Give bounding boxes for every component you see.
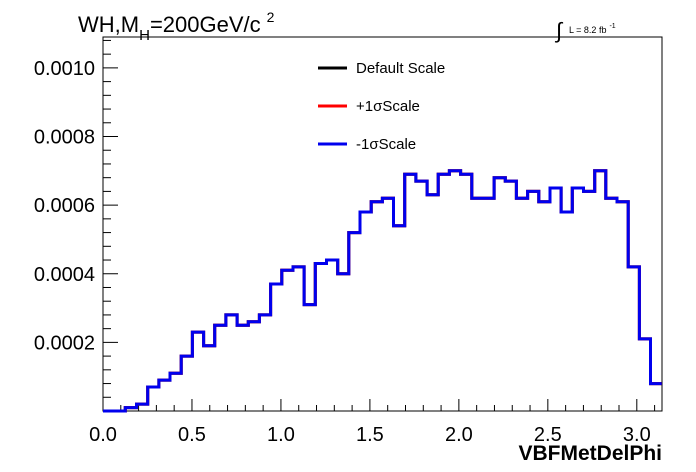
chart-title: WH,MH=200GeV/c 2	[78, 9, 275, 44]
y-tick-label: 0.0010	[34, 58, 95, 80]
plot-frame	[102, 36, 663, 412]
x-tick-label: 0.0	[89, 424, 117, 446]
series-line-0	[103, 169, 662, 413]
legend-label: Default Scale	[356, 60, 445, 77]
y-tick-label: 0.0008	[34, 127, 95, 149]
x-tick-label: 1.5	[356, 424, 384, 446]
series-group	[103, 169, 662, 413]
lumi-integral-symbol: ∫	[554, 18, 564, 43]
y-tick-label: 0.0004	[34, 264, 95, 286]
x-tick-label: 0.5	[178, 424, 206, 446]
lumi-label: L = 8.2 fb -1	[569, 23, 616, 35]
y-axis: 0.0002 0.0004 0.0006 0.0008 0.0010	[34, 39, 118, 398]
x-tick-label: 3.0	[623, 424, 651, 446]
series-line-2	[103, 169, 662, 413]
x-axis-title: VBFMetDelPhi	[518, 442, 662, 465]
y-tick-label: 0.0002	[34, 332, 95, 354]
legend-label: +1σScale	[356, 98, 420, 115]
y-tick-label: 0.0006	[34, 195, 95, 217]
series-line-1	[103, 169, 662, 413]
legend-label: -1σScale	[356, 136, 416, 153]
x-tick-label: 2.0	[445, 424, 473, 446]
legend: Default Scale +1σScale -1σScale	[318, 60, 445, 153]
x-axis: 0.0 0.5 1.0 1.5 2.0 2.5 3.0	[89, 399, 656, 446]
x-tick-label: 1.0	[267, 424, 295, 446]
x-tick-label: 2.5	[534, 424, 562, 446]
